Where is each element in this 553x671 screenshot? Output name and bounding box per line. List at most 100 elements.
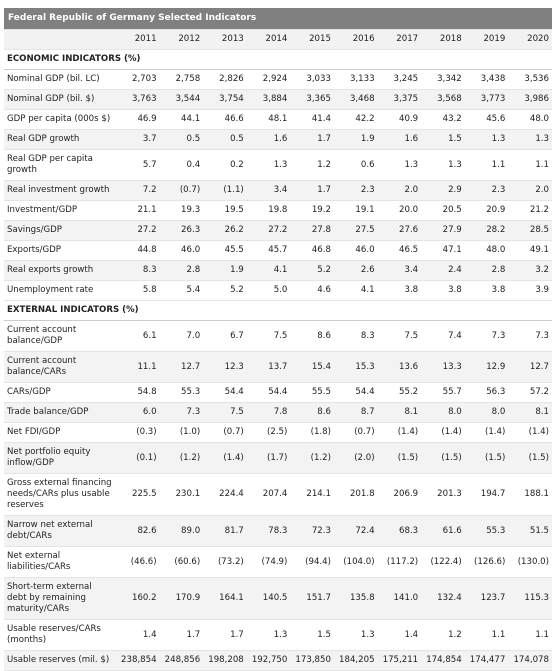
indicator-row: Net FDI/GDP (0.3) (1.0) (0.7) (2.5) (1.8) (0.7…: [4, 422, 552, 443]
year-header: 2012: [159, 29, 204, 50]
cell-value: 184,205: [333, 650, 378, 671]
cell-value: 7.8: [246, 402, 291, 423]
cell-value: 46.0: [333, 240, 378, 261]
cell-value: 1.1: [464, 619, 509, 651]
row-label: Real GDP per capita growth: [4, 149, 116, 181]
row-label: Usable reserves (mil. $): [4, 650, 116, 671]
cell-value: 72.3: [290, 515, 334, 547]
cell-value: 140.5: [246, 577, 291, 620]
indicator-row: Short-term external debt by remaining ma…: [4, 577, 552, 620]
cell-value: 55.5: [290, 382, 334, 403]
year-header: 2014: [246, 29, 291, 50]
cell-value: 225.5: [116, 473, 160, 516]
cell-value: 123.7: [464, 577, 509, 620]
cell-value: 1.7: [203, 619, 247, 651]
cell-value: 21.2: [508, 200, 552, 221]
cell-value: 5.0: [246, 280, 291, 301]
cell-value: 27.2: [116, 220, 160, 241]
cell-value: 54.8: [116, 382, 160, 403]
cell-value: 20.5: [421, 200, 465, 221]
cell-value: 1.3: [377, 149, 422, 181]
cell-value: 48.1: [246, 109, 291, 130]
cell-value: 1.9: [203, 260, 247, 281]
cell-value: (73.2): [203, 546, 247, 578]
cell-value: 192,750: [246, 650, 291, 671]
cell-value: 151.7: [290, 577, 334, 620]
indicator-row: CARs/GDP 54.8 55.3 54.4 54.4 55.5 54.4 55.2 55.7…: [4, 382, 552, 403]
year-header: 2017: [377, 29, 422, 50]
page: {"title": "Federal Republic of Germany S…: [4, 8, 552, 671]
indicator-table: Federal Republic of Germany Selected Ind…: [4, 8, 552, 671]
cell-value: (1.4): [508, 422, 552, 443]
section-heading: ECONOMIC INDICATORS (%): [4, 49, 552, 70]
cell-value: 3.7: [116, 129, 160, 150]
cell-value: 12.3: [203, 351, 247, 383]
cell-value: 45.6: [464, 109, 509, 130]
cell-value: (1.4): [464, 422, 509, 443]
section-heading: EXTERNAL INDICATORS (%): [4, 300, 552, 321]
cell-value: (1.4): [421, 422, 465, 443]
row-label: Savings/GDP: [4, 220, 116, 241]
row-label: Exports/GDP: [4, 240, 116, 261]
indicator-row: Real exports growth 8.3 2.8 1.9 4.1 5.2 2.6 3.4…: [4, 260, 552, 281]
cell-value: (1.4): [203, 442, 247, 474]
cell-value: 1.3: [246, 619, 291, 651]
cell-value: 7.2: [116, 180, 160, 201]
cell-value: 6.1: [116, 320, 160, 352]
cell-value: 46.0: [159, 240, 204, 261]
cell-value: 49.1: [508, 240, 552, 261]
cell-value: 13.7: [246, 351, 291, 383]
cell-value: (117.2): [377, 546, 422, 578]
cell-value: 201.8: [333, 473, 378, 516]
cell-value: 1.2: [290, 149, 334, 181]
cell-value: 1.1: [508, 149, 552, 181]
cell-value: 78.3: [246, 515, 291, 547]
cell-value: 11.1: [116, 351, 160, 383]
cell-value: 6.0: [116, 402, 160, 423]
cell-value: 27.2: [246, 220, 291, 241]
cell-value: 3,536: [508, 69, 552, 90]
row-label: Usable reserves/CARs (months): [4, 619, 116, 651]
cell-value: 89.0: [159, 515, 204, 547]
row-label: Net FDI/GDP: [4, 422, 116, 443]
indicator-row: Unemployment rate 5.8 5.4 5.2 5.0 4.6 4.1 3.8 3.…: [4, 280, 552, 301]
cell-value: (74.9): [246, 546, 291, 578]
cell-value: 0.2: [203, 149, 247, 181]
cell-value: 198,208: [203, 650, 247, 671]
cell-value: 48.0: [508, 109, 552, 130]
row-label: Real investment growth: [4, 180, 116, 201]
cell-value: 3,133: [333, 69, 378, 90]
cell-value: 2.8: [464, 260, 509, 281]
cell-value: 55.3: [464, 515, 509, 547]
cell-value: (1.5): [421, 442, 465, 474]
cell-value: 27.5: [333, 220, 378, 241]
cell-value: 1.6: [246, 129, 291, 150]
table-title: Federal Republic of Germany Selected Ind…: [4, 8, 552, 30]
cell-value: 7.3: [159, 402, 204, 423]
cell-value: 12.7: [508, 351, 552, 383]
cell-value: 2.3: [333, 180, 378, 201]
cell-value: 3.8: [377, 280, 422, 301]
cell-value: 4.1: [333, 280, 378, 301]
cell-value: 21.1: [116, 200, 160, 221]
row-label: Investment/GDP: [4, 200, 116, 221]
cell-value: (130.0): [508, 546, 552, 578]
row-label: Trade balance/GDP: [4, 402, 116, 423]
cell-value: 248,856: [159, 650, 204, 671]
indicator-row: Exports/GDP 44.8 46.0 45.5 45.7 46.8 46.0 46.5 4…: [4, 240, 552, 261]
cell-value: 72.4: [333, 515, 378, 547]
cell-value: (0.7): [333, 422, 378, 443]
cell-value: 174,477: [464, 650, 509, 671]
cell-value: 27.9: [421, 220, 465, 241]
year-header: 2016: [333, 29, 378, 50]
cell-value: (1.5): [508, 442, 552, 474]
cell-value: (94.4): [290, 546, 334, 578]
cell-value: 135.8: [333, 577, 378, 620]
cell-value: (46.6): [116, 546, 160, 578]
section-row: ECONOMIC INDICATORS (%): [4, 49, 552, 70]
year-header-row: 2011 2012 2013 2014 2015 2016 2017 2018 2019 2020: [4, 29, 552, 50]
cell-value: (122.4): [421, 546, 465, 578]
cell-value: 1.4: [116, 619, 160, 651]
cell-value: (1.2): [159, 442, 204, 474]
cell-value: 1.7: [159, 619, 204, 651]
